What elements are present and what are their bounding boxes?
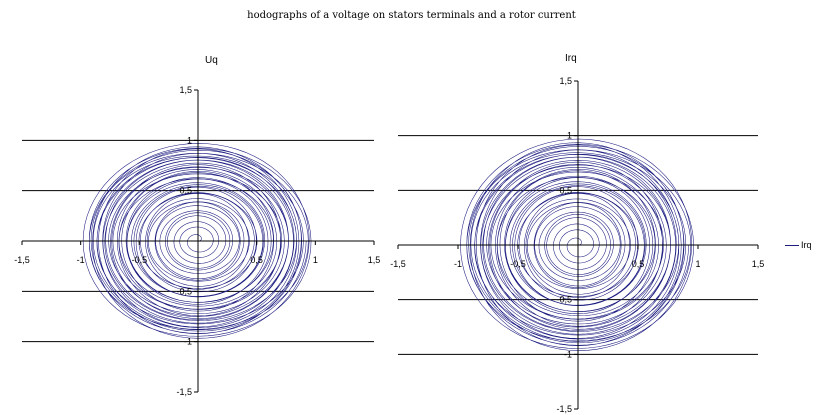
x-tick-label: 1 — [695, 259, 700, 269]
x-tick-label: -0,5 — [510, 259, 526, 269]
x-tick-label: 0,5 — [250, 255, 263, 265]
chart-title-irq: Irq — [565, 53, 577, 64]
y-tick-label: 1 — [187, 135, 192, 145]
y-tick-label: -1,5 — [556, 404, 572, 414]
legend-label-irq: Irq — [801, 240, 812, 250]
y-tick-label: -1,5 — [176, 387, 192, 397]
x-tick-label: 1,5 — [368, 255, 381, 265]
y-tick-label: -0,5 — [176, 286, 192, 296]
legend-line-irq — [785, 244, 799, 246]
page-title: hodographs of a voltage on stators termi… — [247, 10, 576, 21]
y-tick-label: 0,5 — [559, 185, 572, 195]
x-tick-label: -0,5 — [132, 255, 148, 265]
chart-legend: Irq — [785, 240, 812, 250]
y-tick-label: -0,5 — [556, 295, 572, 305]
x-tick-label: 0,5 — [632, 259, 645, 269]
x-tick-label: 1 — [313, 255, 318, 265]
x-tick-label: -1,5 — [14, 255, 30, 265]
chart-title-uq: Uq — [205, 55, 218, 66]
x-tick-label: 1,5 — [752, 259, 765, 269]
y-tick-label: -1 — [184, 337, 192, 347]
y-tick-label: 1,5 — [179, 85, 192, 95]
y-tick-label: 1,5 — [559, 76, 572, 86]
y-tick-label: 1 — [567, 131, 572, 141]
x-tick-label: -1 — [454, 259, 462, 269]
x-tick-label: -1 — [77, 255, 85, 265]
y-tick-label: -1 — [564, 349, 572, 359]
x-tick-label: -1,5 — [390, 259, 406, 269]
y-tick-label: 0,5 — [179, 186, 192, 196]
